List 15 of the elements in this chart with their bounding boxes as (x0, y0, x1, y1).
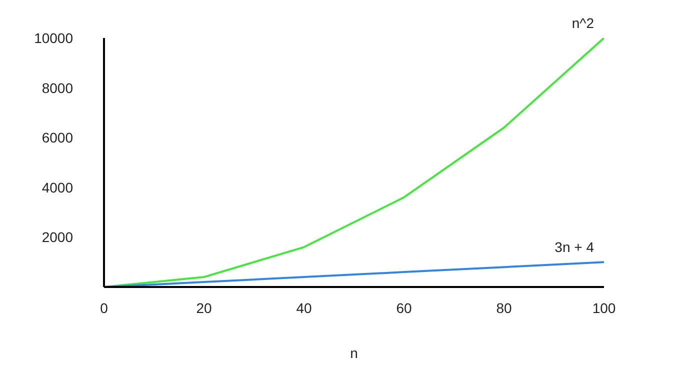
line-series (104, 38, 604, 287)
x-tick-label: 40 (296, 300, 312, 316)
y-tick-label: 6000 (42, 130, 74, 146)
x-tick-label: 80 (496, 300, 512, 316)
x-tick-label: 0 (100, 300, 108, 316)
y-tick-label: 8000 (42, 80, 74, 96)
y-tick-label: 10000 (34, 30, 74, 46)
y-tick-label: 2000 (42, 229, 74, 246)
x-tick-label: 100 (592, 300, 616, 316)
x-tick-label: 20 (196, 300, 212, 316)
x-axis-title: n (350, 345, 358, 361)
x-tick-label: 60 (396, 300, 412, 316)
series-label: n^2 (572, 15, 594, 31)
series-label: 3n + 4 (554, 239, 594, 256)
y-tick-label: 4000 (42, 179, 74, 196)
